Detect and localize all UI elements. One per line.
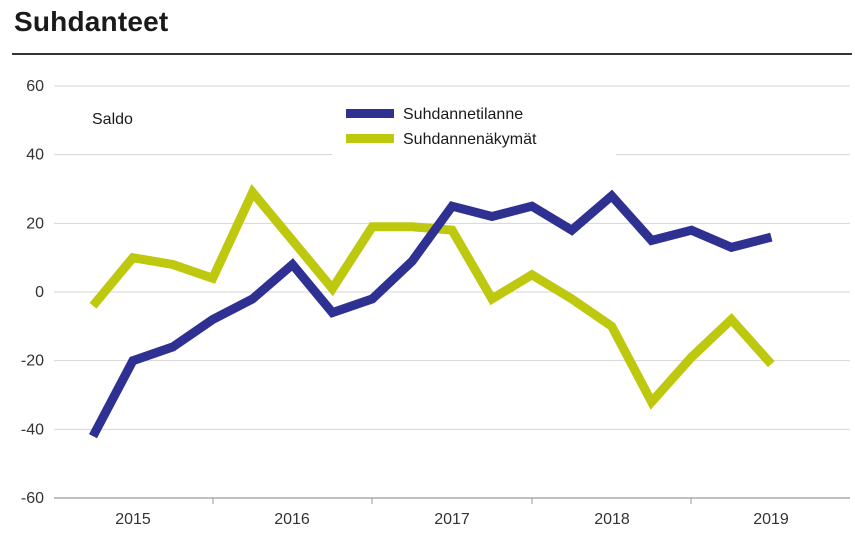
x-tick-label: 2016: [274, 511, 310, 528]
y-tick-label: 0: [35, 284, 44, 301]
grid-lines: [54, 85, 850, 499]
y-tick-label: 60: [26, 78, 44, 95]
y-tick-label: 40: [26, 147, 44, 164]
series-line-suhdannetilanne: [89, 189, 773, 439]
y-tick-label: -60: [21, 490, 44, 507]
legend-swatch: [346, 134, 394, 143]
x-axis: 2015 2016 2017 2018 2019: [115, 498, 789, 528]
legend-swatch: [346, 109, 394, 118]
page-title: Suhdanteet: [14, 6, 169, 37]
series-lines: [89, 184, 775, 439]
legend: Suhdannetilanne Suhdannenäkymät: [332, 96, 616, 156]
y-axis-label: Saldo: [92, 111, 133, 128]
legend-label: Suhdannetilanne: [403, 106, 523, 123]
x-tick-label: 2015: [115, 511, 151, 528]
x-tick-label: 2019: [753, 511, 789, 528]
x-tick-label: 2018: [594, 511, 630, 528]
title-divider: [12, 53, 852, 55]
y-tick-label: -20: [21, 353, 44, 370]
y-axis-ticks: 60 40 20 0 -20 -40 -60: [21, 78, 44, 507]
y-tick-label: -40: [21, 421, 44, 438]
legend-background: [332, 96, 616, 156]
y-tick-label: 20: [26, 215, 44, 232]
x-tick-label: 2017: [434, 511, 470, 528]
legend-label: Suhdannenäkymät: [403, 131, 537, 148]
